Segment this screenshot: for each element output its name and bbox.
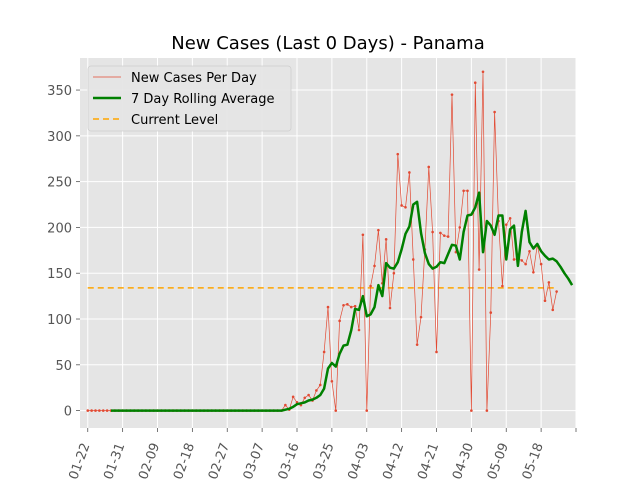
daily-cases-point bbox=[334, 409, 338, 412]
daily-cases-point bbox=[322, 350, 326, 354]
daily-cases-point bbox=[384, 238, 388, 241]
daily-cases-point bbox=[369, 284, 372, 288]
daily-cases-point bbox=[415, 343, 419, 346]
daily-cases-point bbox=[361, 233, 365, 237]
daily-cases-point bbox=[392, 271, 396, 275]
legend-label: Current Level bbox=[131, 113, 218, 128]
daily-cases-point bbox=[477, 268, 481, 271]
daily-cases-point bbox=[520, 259, 524, 262]
legend-label: 7 Day Rolling Average bbox=[131, 92, 274, 107]
daily-cases-point bbox=[489, 311, 493, 314]
daily-cases-point bbox=[338, 319, 341, 323]
y-tick-label: 200 bbox=[47, 221, 72, 236]
daily-cases-point bbox=[528, 249, 531, 253]
daily-cases-point bbox=[357, 328, 361, 332]
daily-cases-point bbox=[330, 379, 334, 383]
y-tick-label: 50 bbox=[55, 359, 72, 374]
daily-cases-point bbox=[346, 303, 349, 306]
daily-cases-point bbox=[318, 383, 322, 387]
daily-cases-point bbox=[86, 409, 90, 412]
daily-cases-point bbox=[353, 304, 357, 308]
daily-cases-point bbox=[501, 284, 504, 288]
daily-cases-point bbox=[365, 409, 369, 412]
rolling-average-line bbox=[111, 191, 574, 412]
daily-cases-point bbox=[532, 271, 535, 274]
daily-cases-point bbox=[551, 308, 555, 312]
daily-cases-point bbox=[342, 303, 345, 307]
daily-cases-point bbox=[307, 393, 310, 397]
daily-cases-point bbox=[404, 205, 407, 209]
y-tick-label: 300 bbox=[47, 130, 72, 145]
daily-cases-point bbox=[473, 81, 477, 85]
daily-cases-point bbox=[98, 409, 101, 412]
daily-cases-point bbox=[493, 110, 496, 114]
daily-cases-point bbox=[291, 395, 295, 399]
daily-cases-point bbox=[555, 290, 558, 293]
daily-cases-point bbox=[442, 234, 446, 237]
daily-cases-point bbox=[284, 403, 287, 407]
daily-cases-point bbox=[396, 152, 400, 156]
daily-cases-point bbox=[400, 204, 403, 207]
daily-cases-point bbox=[547, 281, 551, 284]
daily-cases-point bbox=[539, 262, 543, 266]
legend-label: New Cases Per Day bbox=[131, 71, 257, 86]
daily-cases-point bbox=[326, 305, 330, 309]
legend: New Cases Per Day 7 Day Rolling Average Cu… bbox=[87, 65, 292, 132]
y-tick-label: 0 bbox=[64, 405, 72, 420]
y-tick-label: 250 bbox=[47, 176, 72, 191]
daily-cases-point bbox=[408, 171, 411, 174]
daily-cases-point bbox=[462, 189, 465, 193]
daily-cases-point bbox=[481, 70, 485, 74]
daily-cases-point bbox=[439, 231, 442, 235]
daily-cases-point bbox=[508, 216, 512, 220]
daily-cases-point bbox=[303, 396, 307, 400]
y-tick-label: 150 bbox=[47, 267, 72, 282]
daily-cases-point bbox=[470, 409, 473, 412]
daily-cases-point bbox=[504, 223, 508, 226]
y-tick-label: 100 bbox=[47, 313, 72, 328]
daily-cases-point bbox=[431, 230, 434, 234]
daily-cases-point bbox=[419, 315, 423, 319]
daily-cases-point bbox=[466, 189, 469, 193]
daily-cases-point bbox=[94, 409, 97, 412]
daily-cases-point bbox=[411, 258, 415, 261]
daily-cases-point bbox=[512, 258, 516, 261]
legend-box bbox=[87, 65, 292, 132]
y-tick-label: 350 bbox=[47, 84, 72, 99]
daily-cases-point bbox=[101, 409, 105, 412]
daily-cases-point bbox=[388, 306, 392, 310]
daily-cases-point bbox=[524, 262, 527, 266]
daily-cases-point bbox=[543, 299, 547, 302]
daily-cases-point bbox=[377, 228, 380, 232]
daily-cases-point bbox=[373, 264, 376, 268]
daily-cases-point bbox=[446, 235, 450, 238]
daily-cases-point bbox=[427, 165, 431, 169]
daily-cases-point bbox=[435, 350, 438, 354]
daily-cases-point bbox=[485, 409, 489, 412]
daily-cases-point bbox=[349, 305, 353, 309]
daily-cases-point bbox=[315, 389, 318, 392]
daily-cases-point bbox=[105, 409, 109, 412]
daily-cases-point bbox=[458, 226, 462, 229]
chart-title: New Cases (Last 0 Days) - Panama bbox=[171, 33, 485, 54]
daily-cases-point bbox=[90, 409, 93, 412]
daily-cases-point bbox=[450, 93, 454, 96]
